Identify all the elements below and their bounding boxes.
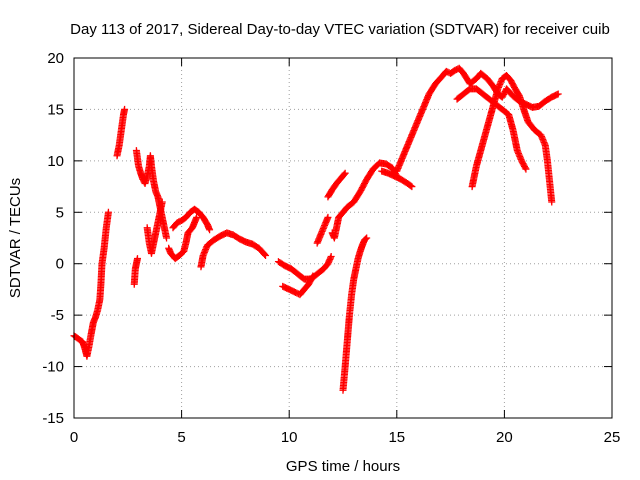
series-arc-18 (468, 71, 556, 206)
data-point (163, 234, 171, 242)
y-tick-labels: -15 -10 -5 0 5 10 15 20 (42, 50, 64, 427)
data-point (407, 182, 415, 190)
y-tick-label: 5 (56, 204, 64, 221)
data-point (308, 273, 316, 281)
data-point (548, 198, 556, 206)
series-arc-2 (113, 105, 129, 160)
series-arc-11 (313, 213, 332, 247)
x-tick-label: 5 (177, 429, 185, 446)
series-arc-1 (70, 208, 112, 360)
x-tick-label: 20 (496, 429, 513, 446)
data-point (104, 208, 112, 216)
data-point (133, 255, 141, 263)
data-point (363, 234, 371, 242)
data-point (327, 253, 335, 261)
data-point (261, 250, 269, 258)
plot-frame (73, 57, 613, 419)
data-point (158, 198, 166, 206)
y-axis-label: SDTVAR / TECUs (7, 178, 24, 298)
y-tick-label: 10 (47, 153, 64, 170)
y-tick-label: 20 (47, 50, 64, 67)
y-tick-label: -10 (42, 359, 64, 376)
data-points (70, 64, 562, 394)
data-point (206, 226, 214, 234)
y-tick-label: -15 (42, 410, 64, 427)
data-point (521, 164, 529, 172)
x-tick-label: 10 (281, 429, 298, 446)
data-point (309, 272, 317, 280)
x-axis-label: GPS time / hours (286, 458, 400, 475)
series-arc-6 (165, 213, 201, 263)
series-arc-17 (453, 85, 530, 173)
data-point (193, 213, 201, 221)
y-tick-label: 15 (47, 101, 64, 118)
data-point (554, 90, 562, 98)
axis-ticks (73, 57, 613, 419)
data-point (121, 105, 129, 113)
series-arc-10 (279, 272, 317, 299)
series-arc-3 (130, 255, 141, 288)
series-arc-5 (143, 198, 166, 257)
series-arc-9 (274, 253, 335, 283)
x-tick-label: 0 (70, 429, 78, 446)
x-tick-labels: 0 5 10 15 20 25 (70, 429, 621, 446)
series-arc-14 (339, 234, 371, 394)
data-point (522, 165, 530, 173)
series-arc-4 (132, 147, 171, 242)
data-point (362, 235, 370, 243)
data-point (341, 169, 349, 177)
series-arc-15 (378, 167, 416, 191)
series-arc-7 (169, 205, 214, 234)
data-point (324, 213, 332, 221)
series-arc-8 (197, 229, 270, 271)
data-point (340, 170, 348, 178)
x-tick-label: 15 (388, 429, 405, 446)
y-tick-label: 0 (56, 256, 64, 273)
data-point (408, 183, 416, 191)
chart-title: Day 113 of 2017, Sidereal Day-to-day VTE… (70, 21, 610, 38)
series-arc-12 (324, 169, 349, 201)
data-point (262, 251, 270, 259)
x-tick-label: 25 (604, 429, 621, 446)
y-tick-label: -5 (51, 307, 64, 324)
series-arc-13 (328, 159, 401, 242)
